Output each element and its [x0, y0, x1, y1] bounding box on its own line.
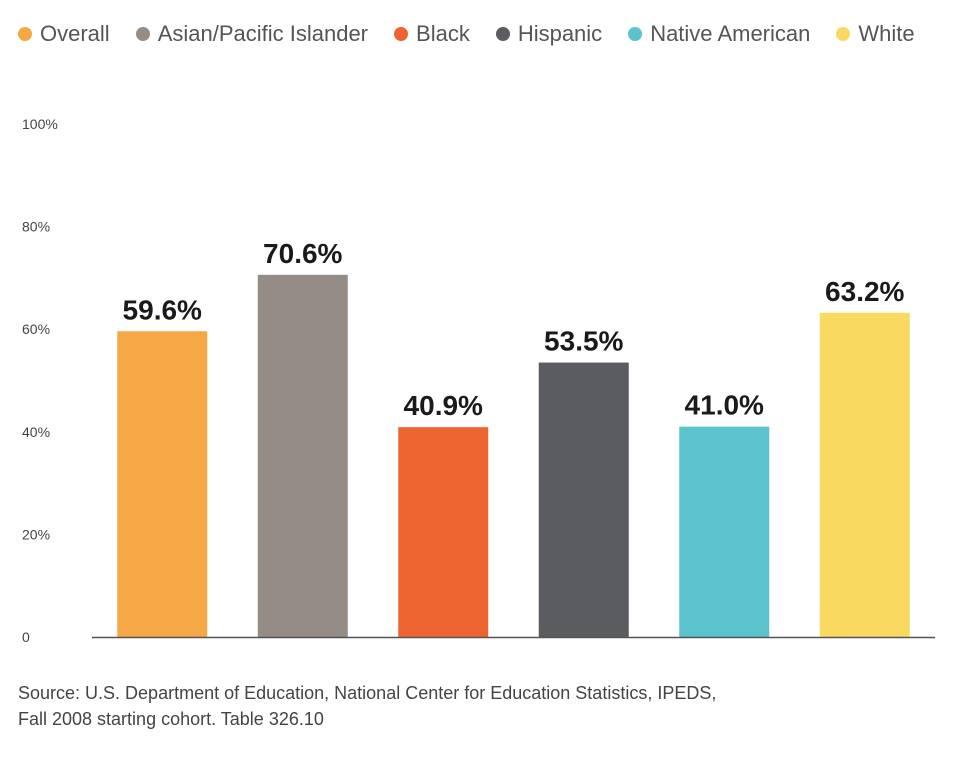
legend-label: White	[858, 21, 915, 46]
legend-swatch	[18, 27, 32, 41]
legend-label: Hispanic	[517, 21, 603, 46]
y-tick-label: 60%	[22, 321, 50, 337]
source-note: Source: U.S. Department of Education, Na…	[18, 680, 918, 732]
source-line-1: Source: U.S. Department of Education, Na…	[18, 683, 717, 703]
y-tick-label: 100%	[22, 116, 58, 132]
legend-swatch	[836, 27, 851, 41]
y-tick-label: 20%	[22, 526, 50, 542]
legend-label: Asian/Pacific Islander	[157, 21, 369, 46]
y-tick-label: 40%	[22, 424, 50, 440]
chart-legend: Overall Asian/Pacific Islander Black Hispan…	[18, 18, 915, 50]
y-tick-label: 80%	[22, 219, 50, 235]
bar-value-label: 63.2%	[825, 276, 904, 307]
legend-swatch	[394, 27, 409, 41]
legend-label: Black	[416, 21, 470, 46]
legend-item: Overall	[18, 21, 110, 47]
legend-swatch	[135, 27, 150, 41]
legend-item: Native American	[628, 21, 810, 47]
legend-item: Asian/Pacific Islander	[135, 21, 369, 47]
bar-value-label: 53.5%	[544, 326, 623, 357]
bar	[117, 331, 208, 637]
bar-chart: 0 20% 40% 60% 80% 100% 59.6% 70.6% 40.9% 53.5% 41.…	[22, 116, 935, 645]
bar-value-label: 40.9%	[404, 390, 483, 421]
legend-label: Overall	[40, 21, 110, 46]
legend-item: White	[836, 21, 915, 47]
source-line-2: Fall 2008 starting cohort. Table 326.10	[18, 709, 324, 729]
legend-item: Black	[394, 21, 470, 47]
bar-value-label: 59.6%	[123, 294, 202, 325]
y-tick-label: 0	[22, 629, 30, 645]
bar-value-label: 41.0%	[685, 390, 764, 421]
bar	[679, 426, 770, 637]
bar	[257, 274, 348, 637]
bar	[398, 427, 489, 637]
legend-swatch	[495, 27, 510, 41]
legend-item: Hispanic	[495, 21, 603, 47]
bar	[538, 362, 629, 637]
bar-value-label: 70.6%	[263, 238, 342, 269]
bar	[819, 312, 910, 637]
legend-label: Native American	[650, 21, 811, 46]
legend-swatch	[628, 27, 643, 41]
